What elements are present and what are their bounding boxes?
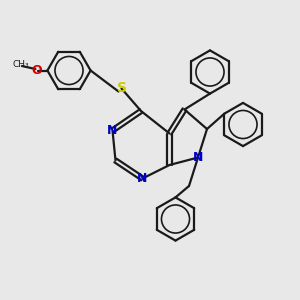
- Text: N: N: [107, 124, 118, 137]
- Text: O: O: [32, 64, 42, 77]
- Text: S: S: [116, 82, 127, 95]
- Text: N: N: [137, 172, 148, 185]
- Text: N: N: [193, 151, 203, 164]
- Text: CH₃: CH₃: [12, 60, 29, 69]
